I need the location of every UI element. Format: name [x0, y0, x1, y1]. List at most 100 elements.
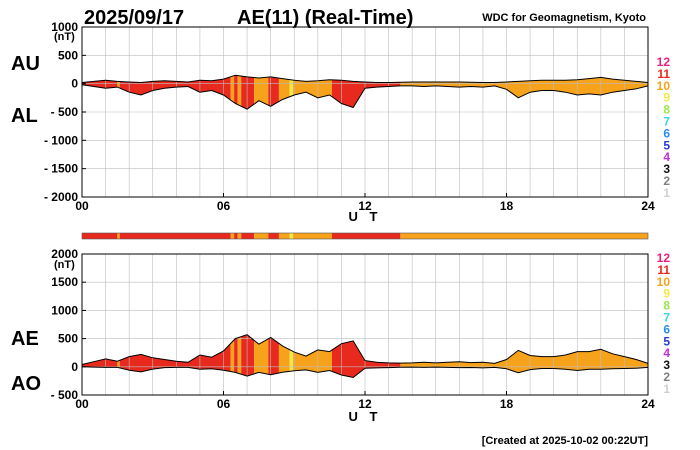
bottom-unit-label: (nT) [54, 259, 75, 271]
activity-fill-segment [117, 334, 120, 378]
activity-fill-segment [293, 334, 332, 378]
top-x-axis-label: U T [349, 209, 382, 224]
y-tick-label: - 500 [51, 388, 79, 402]
activity-bar-segment [331, 233, 401, 239]
level-legend-item: 11 [657, 263, 670, 277]
ao-series-line [81, 366, 649, 379]
activity-fill-segment [331, 334, 401, 378]
activity-fill-segment [268, 334, 279, 378]
level-legend-item: 4 [663, 346, 670, 360]
x-tick-label: 00 [75, 397, 89, 411]
activity-fill-segment [278, 334, 290, 378]
level-legend-item: 5 [663, 138, 670, 152]
activity-bar-segment [241, 233, 255, 239]
level-legend-item: 9 [663, 287, 670, 301]
y-tick-label: 1500 [51, 275, 78, 289]
level-legend-item: 1 [663, 382, 670, 396]
x-tick-label: 12 [358, 397, 372, 411]
activity-fill-segment [237, 75, 242, 110]
x-tick-label: 18 [500, 397, 514, 411]
x-tick-label: 24 [641, 199, 655, 213]
level-legend-item: 12 [657, 55, 671, 69]
activity-fill-segment [237, 334, 242, 378]
y-tick-label: 0 [71, 360, 78, 374]
created-timestamp: [Created at 2025-10-02 00:22UT] [482, 435, 649, 447]
y-tick-label: 0 [71, 77, 78, 91]
activity-fill-segment [230, 334, 235, 378]
activity-fill-segment [289, 75, 294, 110]
bottom-x-axis-label: U T [349, 409, 382, 424]
ao-label: AO [11, 373, 41, 395]
level-legend-item: 7 [663, 115, 670, 129]
activity-fill-segment [241, 334, 255, 378]
al-series-line [81, 84, 649, 110]
x-tick-label: 18 [500, 199, 514, 213]
level-legend-item: 8 [663, 299, 670, 313]
activity-bar-segment [82, 233, 118, 239]
ae-label: AE [11, 328, 39, 350]
activity-bar-segment [117, 233, 120, 239]
activity-bar-segment [119, 233, 231, 239]
index-title: AE(11) (Real-Time) [237, 7, 413, 29]
y-tick-label: 1000 [51, 20, 78, 34]
activity-fill-segment [119, 334, 231, 378]
level-legend-item: 5 [663, 334, 670, 348]
activity-bar-segment [293, 233, 332, 239]
au-label: AU [11, 53, 40, 75]
activity-fill-segment [268, 75, 279, 110]
activity-bar-segment [237, 233, 242, 239]
activity-bar-segment [234, 233, 238, 239]
level-legend-item: 3 [663, 358, 670, 372]
activity-fill-segment [230, 75, 235, 110]
y-tick-label: - 1500 [44, 162, 78, 176]
level-legend-item: 11 [657, 67, 670, 81]
activity-bar-segment [289, 233, 294, 239]
y-tick-label: 500 [58, 48, 78, 62]
x-tick-label: 12 [358, 199, 372, 213]
y-tick-label: - 2000 [44, 190, 78, 204]
activity-fill-segment [234, 334, 238, 378]
level-legend-item: 3 [663, 162, 670, 176]
x-tick-label: 06 [217, 397, 231, 411]
y-tick-label: - 500 [51, 105, 79, 119]
activity-bar-segment [230, 233, 235, 239]
activity-fill-segment [234, 75, 238, 110]
activity-level-bar [81, 232, 649, 240]
activity-bar-segment [400, 233, 648, 239]
level-legend-item: 7 [663, 311, 670, 325]
y-tick-label: 1000 [51, 303, 78, 317]
y-tick-label: - 1000 [44, 133, 78, 147]
level-legend-item: 12 [657, 251, 671, 265]
level-legend-item: 10 [657, 275, 671, 289]
activity-bar-segment [254, 233, 269, 239]
level-legend-item: 4 [663, 150, 670, 164]
activity-bar-segment [268, 233, 279, 239]
top-unit-label: (nT) [54, 31, 75, 43]
source-label: WDC for Geomagnetism, Kyoto [482, 12, 646, 24]
date-title: 2025/09/17 [84, 7, 184, 29]
y-tick-label: 2000 [51, 247, 78, 261]
level-legend-item: 1 [663, 186, 670, 200]
activity-fill-segment [289, 334, 294, 378]
level-legend-item: 10 [657, 79, 671, 93]
level-legend-item: 6 [663, 126, 670, 140]
level-legend-item: 8 [663, 103, 670, 117]
au-series-line [81, 74, 649, 84]
al-label: AL [11, 105, 38, 127]
activity-fill-segment [82, 334, 118, 378]
y-tick-label: 500 [58, 332, 78, 346]
activity-bar-frame [81, 232, 649, 240]
level-legend-item: 2 [663, 174, 670, 188]
activity-fill-segment [278, 75, 290, 110]
x-tick-label: 24 [641, 397, 655, 411]
x-tick-label: 00 [75, 199, 89, 213]
activity-fill-segment [400, 334, 648, 378]
level-legend-item: 9 [663, 91, 670, 105]
ae-series-line [81, 334, 649, 365]
level-legend-item: 2 [663, 370, 670, 384]
